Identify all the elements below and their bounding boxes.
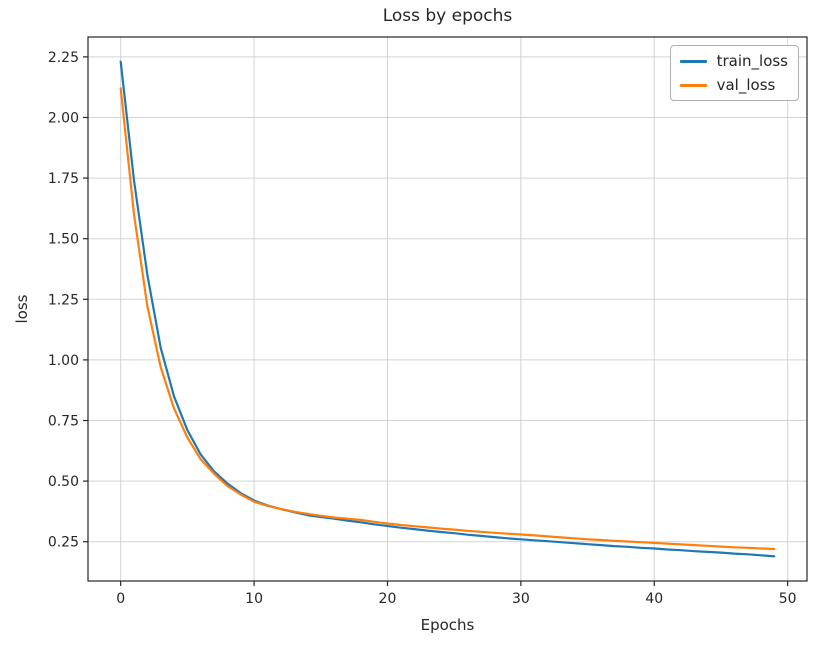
y-tick-label: 0.75 bbox=[48, 414, 79, 430]
legend-line-swatch-train-loss bbox=[679, 59, 707, 63]
y-tick-label: 1.25 bbox=[48, 292, 79, 308]
series-line-val_loss bbox=[119, 87, 776, 551]
series-line-train_loss bbox=[119, 60, 776, 558]
y-tick-label: 0.50 bbox=[48, 474, 79, 490]
x-tick-label: 50 bbox=[779, 591, 797, 607]
legend: train_loss val_loss bbox=[669, 45, 799, 101]
legend-entry-train-loss: train_loss bbox=[679, 52, 788, 70]
legend-line-swatch-val-loss bbox=[679, 83, 707, 87]
x-tick-label: 0 bbox=[116, 591, 125, 607]
y-tick-label: 1.00 bbox=[48, 353, 79, 369]
x-tick-label: 20 bbox=[379, 591, 397, 607]
y-tick-label: 2.00 bbox=[48, 110, 79, 126]
y-tick-label: 2.25 bbox=[48, 50, 79, 66]
chart-title: Loss by epochs bbox=[382, 6, 513, 26]
legend-label-train-loss: train_loss bbox=[716, 52, 788, 70]
legend-label-val-loss: val_loss bbox=[716, 76, 776, 94]
x-axis-label: Epochs bbox=[420, 616, 475, 634]
y-axis-label: loss bbox=[13, 294, 31, 324]
x-tick-label: 10 bbox=[245, 591, 263, 607]
x-tick-label: 30 bbox=[512, 591, 530, 607]
x-tick-label: 40 bbox=[645, 591, 663, 607]
y-tick-label: 1.75 bbox=[48, 171, 79, 187]
plot-border bbox=[87, 36, 808, 582]
y-tick-label: 0.25 bbox=[48, 535, 79, 551]
legend-entry-val-loss: val_loss bbox=[679, 76, 788, 94]
y-tick-label: 1.50 bbox=[48, 232, 79, 248]
